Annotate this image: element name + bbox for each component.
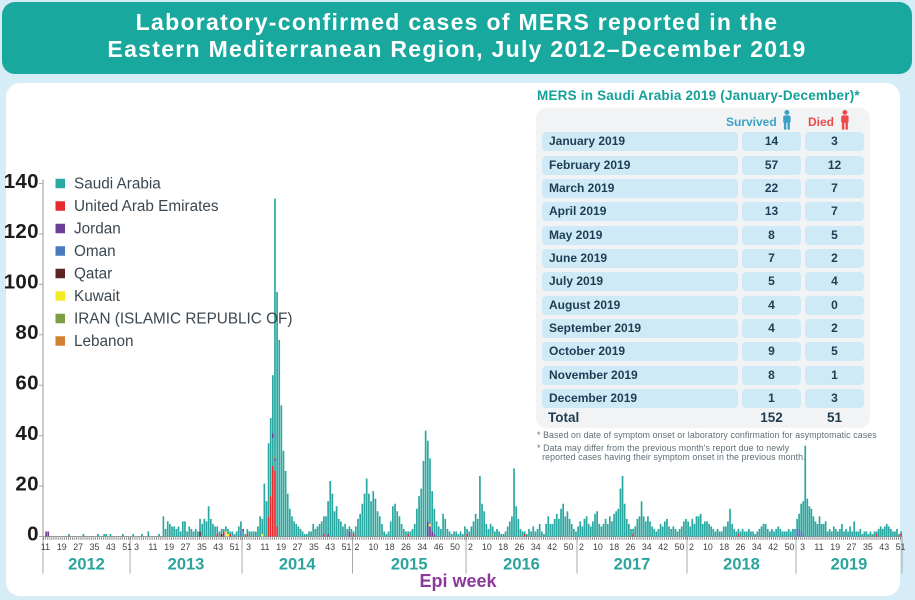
svg-text:20: 20 — [15, 472, 38, 495]
svg-text:2: 2 — [579, 542, 584, 552]
svg-text:50: 50 — [675, 542, 685, 552]
svg-text:2: 2 — [355, 542, 360, 552]
svg-text:43: 43 — [879, 542, 889, 552]
svg-text:Lebanon: Lebanon — [74, 333, 134, 350]
svg-text:51: 51 — [230, 542, 240, 552]
svg-text:2019: 2019 — [831, 556, 868, 574]
svg-text:2012: 2012 — [68, 556, 105, 574]
svg-text:3: 3 — [246, 542, 251, 552]
svg-text:27: 27 — [181, 542, 191, 552]
svg-text:50: 50 — [564, 542, 574, 552]
svg-text:120: 120 — [4, 220, 39, 243]
svg-text:34: 34 — [752, 542, 762, 552]
svg-text:Qatar: Qatar — [74, 266, 112, 283]
svg-text:10: 10 — [482, 542, 492, 552]
svg-text:19: 19 — [164, 542, 174, 552]
svg-text:2014: 2014 — [279, 556, 317, 574]
svg-text:80: 80 — [15, 321, 38, 344]
svg-text:19: 19 — [830, 542, 840, 552]
svg-text:18: 18 — [609, 542, 619, 552]
svg-text:140: 140 — [4, 170, 39, 193]
svg-text:43: 43 — [106, 542, 116, 552]
svg-text:35: 35 — [863, 542, 873, 552]
svg-text:11: 11 — [148, 542, 157, 552]
svg-text:Saudi Arabia: Saudi Arabia — [74, 176, 161, 193]
svg-text:2018: 2018 — [723, 556, 760, 574]
svg-text:60: 60 — [15, 371, 38, 394]
svg-text:2017: 2017 — [614, 556, 651, 574]
svg-text:United Arab Emirates: United Arab Emirates — [74, 198, 219, 215]
svg-text:19: 19 — [276, 542, 286, 552]
svg-text:26: 26 — [626, 542, 636, 552]
svg-text:18: 18 — [719, 542, 729, 552]
svg-text:100: 100 — [4, 271, 39, 294]
svg-text:42: 42 — [658, 542, 668, 552]
svg-text:2: 2 — [468, 542, 473, 552]
svg-text:Oman: Oman — [74, 243, 116, 260]
svg-text:34: 34 — [642, 542, 652, 552]
svg-text:2016: 2016 — [503, 556, 540, 574]
svg-text:42: 42 — [547, 542, 557, 552]
svg-text:35: 35 — [90, 542, 100, 552]
svg-text:26: 26 — [736, 542, 746, 552]
svg-text:Kuwait: Kuwait — [74, 288, 121, 305]
svg-text:42: 42 — [768, 542, 778, 552]
svg-text:34: 34 — [531, 542, 541, 552]
svg-text:2015: 2015 — [391, 556, 428, 574]
svg-text:3: 3 — [800, 542, 805, 552]
svg-text:51: 51 — [896, 542, 906, 552]
svg-text:11: 11 — [41, 542, 50, 552]
svg-text:0: 0 — [27, 523, 39, 546]
svg-text:26: 26 — [515, 542, 525, 552]
svg-text:18: 18 — [498, 542, 508, 552]
svg-text:34: 34 — [417, 542, 427, 552]
svg-text:46: 46 — [434, 542, 444, 552]
svg-text:19: 19 — [57, 542, 67, 552]
svg-text:35: 35 — [197, 542, 207, 552]
svg-text:40: 40 — [15, 422, 38, 445]
svg-text:10: 10 — [703, 542, 713, 552]
svg-text:51: 51 — [122, 542, 132, 552]
svg-text:2013: 2013 — [168, 556, 205, 574]
svg-text:3: 3 — [134, 542, 139, 552]
svg-text:35: 35 — [309, 542, 319, 552]
svg-text:27: 27 — [847, 542, 857, 552]
svg-text:51: 51 — [342, 542, 352, 552]
svg-text:27: 27 — [73, 542, 83, 552]
svg-text:43: 43 — [325, 542, 335, 552]
svg-text:27: 27 — [293, 542, 303, 552]
svg-text:10: 10 — [369, 542, 379, 552]
svg-text:11: 11 — [814, 542, 823, 552]
svg-text:50: 50 — [785, 542, 795, 552]
svg-text:Jordan: Jordan — [74, 221, 121, 238]
svg-text:11: 11 — [260, 542, 269, 552]
svg-text:18: 18 — [385, 542, 395, 552]
svg-text:Epi week: Epi week — [419, 571, 497, 591]
svg-text:10: 10 — [593, 542, 603, 552]
svg-text:43: 43 — [213, 542, 223, 552]
svg-text:IRAN (ISLAMIC REPUBLIC OF): IRAN (ISLAMIC REPUBLIC OF) — [74, 311, 292, 328]
svg-text:26: 26 — [401, 542, 411, 552]
svg-text:50: 50 — [450, 542, 460, 552]
svg-text:2: 2 — [689, 542, 694, 552]
